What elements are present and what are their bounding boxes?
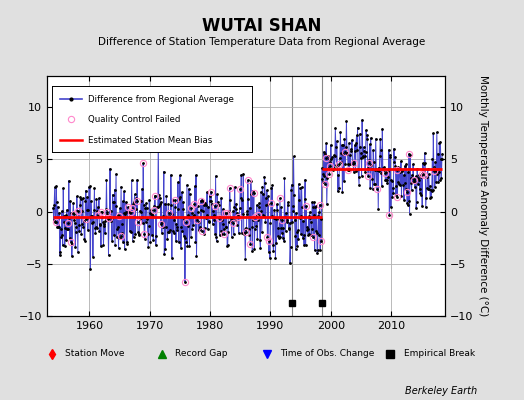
Text: Record Gap: Record Gap [175, 350, 227, 358]
Text: Quality Control Failed: Quality Control Failed [88, 114, 181, 124]
Text: WUTAI SHAN: WUTAI SHAN [202, 17, 322, 35]
Text: Estimated Station Mean Bias: Estimated Station Mean Bias [88, 136, 213, 145]
Y-axis label: Monthly Temperature Anomaly Difference (°C): Monthly Temperature Anomaly Difference (… [478, 75, 488, 317]
Text: Station Move: Station Move [65, 350, 124, 358]
Text: Time of Obs. Change: Time of Obs. Change [280, 350, 375, 358]
Text: Difference from Regional Average: Difference from Regional Average [88, 95, 234, 104]
Text: Empirical Break: Empirical Break [403, 350, 475, 358]
Text: Difference of Station Temperature Data from Regional Average: Difference of Station Temperature Data f… [99, 37, 425, 47]
Text: Berkeley Earth: Berkeley Earth [405, 386, 477, 396]
